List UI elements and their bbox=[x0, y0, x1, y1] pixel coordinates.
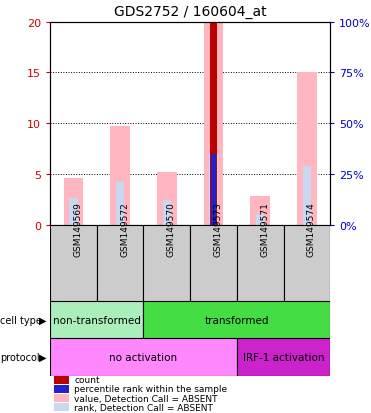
Bar bbox=[63, 178, 83, 225]
Text: protocol: protocol bbox=[0, 352, 40, 362]
Bar bbox=[303, 166, 311, 225]
Text: GSM149572: GSM149572 bbox=[120, 202, 129, 256]
Bar bbox=[210, 23, 217, 225]
Text: no activation: no activation bbox=[109, 352, 177, 362]
Text: GSM149571: GSM149571 bbox=[260, 202, 269, 256]
Bar bbox=[237, 225, 283, 301]
Bar bbox=[237, 339, 330, 376]
Bar bbox=[144, 301, 330, 339]
Text: GSM149570: GSM149570 bbox=[167, 202, 176, 256]
Text: non-transformed: non-transformed bbox=[53, 315, 141, 325]
Text: ▶: ▶ bbox=[39, 352, 46, 362]
Bar bbox=[50, 301, 144, 339]
Text: GSM149573: GSM149573 bbox=[213, 202, 223, 256]
Bar bbox=[69, 199, 78, 225]
Bar bbox=[190, 225, 237, 301]
Bar bbox=[211, 154, 216, 225]
Bar bbox=[144, 225, 190, 301]
Text: IRF-1 activation: IRF-1 activation bbox=[243, 352, 324, 362]
Text: GSM149569: GSM149569 bbox=[73, 202, 82, 256]
Text: ▶: ▶ bbox=[39, 315, 46, 325]
Bar bbox=[162, 201, 171, 225]
Bar bbox=[50, 225, 97, 301]
Bar bbox=[204, 23, 223, 225]
Bar bbox=[283, 225, 330, 301]
Text: rank, Detection Call = ABSENT: rank, Detection Call = ABSENT bbox=[74, 403, 213, 412]
Text: value, Detection Call = ABSENT: value, Detection Call = ABSENT bbox=[74, 394, 218, 403]
Bar bbox=[110, 127, 130, 225]
Text: transformed: transformed bbox=[204, 315, 269, 325]
Text: percentile rank within the sample: percentile rank within the sample bbox=[74, 385, 227, 394]
Bar bbox=[50, 339, 237, 376]
Bar bbox=[157, 173, 177, 225]
Text: count: count bbox=[74, 375, 100, 385]
Text: cell type: cell type bbox=[0, 315, 42, 325]
Bar bbox=[116, 183, 124, 225]
Bar bbox=[256, 215, 265, 225]
Text: GSM149574: GSM149574 bbox=[307, 202, 316, 256]
Bar bbox=[250, 197, 270, 225]
Title: GDS2752 / 160604_at: GDS2752 / 160604_at bbox=[114, 5, 266, 19]
Bar bbox=[209, 154, 218, 225]
Bar bbox=[97, 225, 144, 301]
Bar bbox=[297, 73, 317, 225]
